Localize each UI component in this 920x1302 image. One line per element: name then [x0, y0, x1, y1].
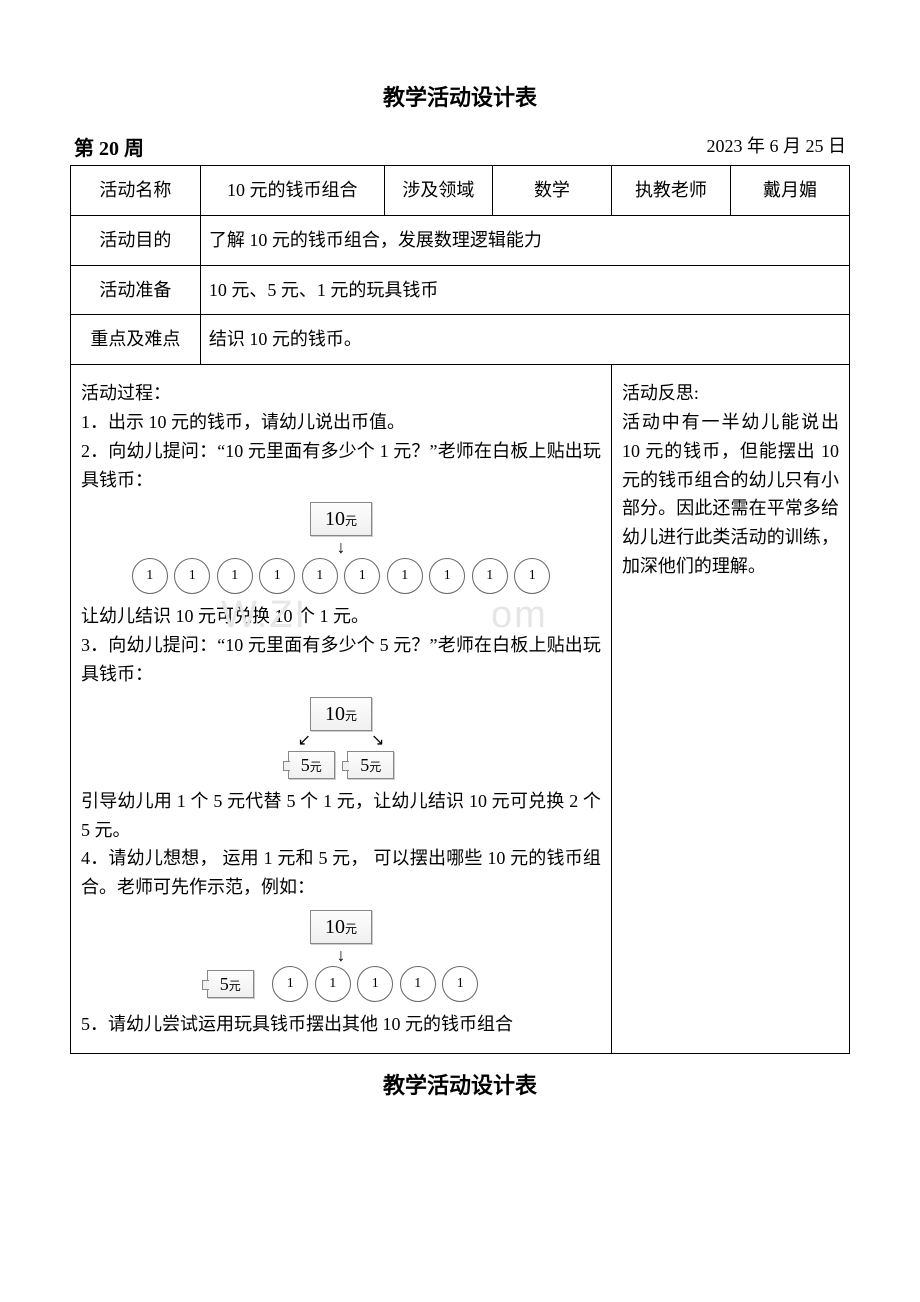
teacher-label: 执教老师 — [611, 166, 730, 216]
one-yuan-coin: 1 — [302, 558, 338, 594]
reflect-body: 活动中有一半幼儿能说出 10 元的钱币，但能摆出 10 元的钱币组合的幼儿只有小… — [622, 408, 839, 581]
one-yuan-coin: 1 — [272, 966, 308, 1002]
process-step: 引导幼儿用 1 个 5 元代替 5 个 1 元，让幼儿结识 10 元可兑换 2 … — [81, 787, 601, 845]
prep-value: 10 元、5 元、1 元的玩具钱币 — [200, 265, 849, 315]
page: 教学活动设计表 第 20 周 2023 年 6 月 25 日 活动名称 10 元… — [0, 0, 920, 1302]
teacher-value: 戴月媚 — [730, 166, 849, 216]
one-yuan-coin: 1 — [472, 558, 508, 594]
one-yuan-coin: 1 — [400, 966, 436, 1002]
lesson-table: 活动名称 10 元的钱币组合 涉及领域 数学 执教老师 戴月媚 活动目的 了解 … — [70, 165, 850, 1054]
keypoint-value: 结识 10 元的钱币。 — [200, 315, 849, 365]
process-cell: W.ZI om 活动过程： 1．出示 10 元的钱币，请幼儿说出币值。 2．向幼… — [71, 365, 612, 1054]
one-yuan-coin: 1 — [357, 966, 393, 1002]
one-yuan-coin: 1 — [259, 558, 295, 594]
money-diagram-1: 10元 ↓ 1 1 1 1 1 1 1 1 1 1 — [81, 502, 601, 594]
field-label: 涉及领域 — [384, 166, 492, 216]
arrow-down-icon: ↓ — [81, 946, 601, 964]
process-step: 3．向幼儿提问：“10 元里面有多少个 5 元？”老师在白板上贴出玩具钱币： — [81, 631, 601, 689]
money-diagram-2: 10元 ↙↘ 5元 5元 — [81, 697, 601, 779]
process-heading: 活动过程： — [81, 379, 601, 408]
ten-yuan-note: 10元 — [310, 697, 372, 731]
doc-title: 教学活动设计表 — [70, 80, 850, 112]
table-row: 重点及难点 结识 10 元的钱币。 — [71, 315, 850, 365]
table-row: 活动名称 10 元的钱币组合 涉及领域 数学 执教老师 戴月媚 — [71, 166, 850, 216]
table-row: 活动准备 10 元、5 元、1 元的玩具钱币 — [71, 265, 850, 315]
process-step: 5．请幼儿尝试运用玩具钱币摆出其他 10 元的钱币组合 — [81, 1010, 601, 1039]
money-diagram-3: 10元 ↓ 5元 1 1 1 1 1 — [81, 910, 601, 1002]
week-label: 第 20 周 — [74, 132, 144, 161]
one-yuan-coin: 1 — [514, 558, 550, 594]
table-row: W.ZI om 活动过程： 1．出示 10 元的钱币，请幼儿说出币值。 2．向幼… — [71, 365, 850, 1054]
five-yuan-note: 5元 — [347, 751, 394, 779]
mixed-row: 5元 1 1 1 1 1 — [81, 966, 601, 1002]
one-yuan-coin: 1 — [174, 558, 210, 594]
keypoint-label: 重点及难点 — [71, 315, 201, 365]
one-yuan-coin: 1 — [442, 966, 478, 1002]
five-row: 5元 5元 — [81, 751, 601, 779]
goal-value: 了解 10 元的钱币组合，发展数理逻辑能力 — [200, 215, 849, 265]
goal-label: 活动目的 — [71, 215, 201, 265]
ten-yuan-note: 10元 — [310, 910, 372, 944]
activity-name-label: 活动名称 — [71, 166, 201, 216]
five-yuan-note: 5元 — [288, 751, 335, 779]
process-step: 让幼儿结识 10 元可兑换 10 个 1 元。 — [81, 602, 601, 631]
process-step: 4．请幼儿想想， 运用 1 元和 5 元， 可以摆出哪些 10 元的钱币组合。老… — [81, 844, 601, 902]
one-yuan-coin: 1 — [217, 558, 253, 594]
one-yuan-coin: 1 — [315, 966, 351, 1002]
ten-yuan-note: 10元 — [310, 502, 372, 536]
coin-row: 1 1 1 1 1 1 1 1 1 1 — [81, 558, 601, 594]
one-yuan-coin: 1 — [429, 558, 465, 594]
five-yuan-note: 5元 — [207, 970, 254, 998]
one-yuan-coin: 1 — [132, 558, 168, 594]
date-label: 2023 年 6 月 25 日 — [707, 132, 847, 161]
reflect-cell: 活动反思: 活动中有一半幼儿能说出 10 元的钱币，但能摆出 10 元的钱币组合… — [611, 365, 849, 1054]
table-row: 活动目的 了解 10 元的钱币组合，发展数理逻辑能力 — [71, 215, 850, 265]
one-yuan-coin: 1 — [344, 558, 380, 594]
doc-title-bottom: 教学活动设计表 — [70, 1068, 850, 1100]
arrow-down-icon: ↓ — [81, 538, 601, 556]
activity-name-value: 10 元的钱币组合 — [200, 166, 384, 216]
split-arrows: ↙↘ — [81, 733, 601, 749]
header-row: 第 20 周 2023 年 6 月 25 日 — [70, 132, 850, 161]
one-yuan-coin: 1 — [387, 558, 423, 594]
process-step: 2．向幼儿提问：“10 元里面有多少个 1 元？”老师在白板上贴出玩具钱币： — [81, 437, 601, 495]
reflect-heading: 活动反思: — [622, 379, 839, 408]
process-step: 1．出示 10 元的钱币，请幼儿说出币值。 — [81, 408, 601, 437]
prep-label: 活动准备 — [71, 265, 201, 315]
field-value: 数学 — [492, 166, 611, 216]
